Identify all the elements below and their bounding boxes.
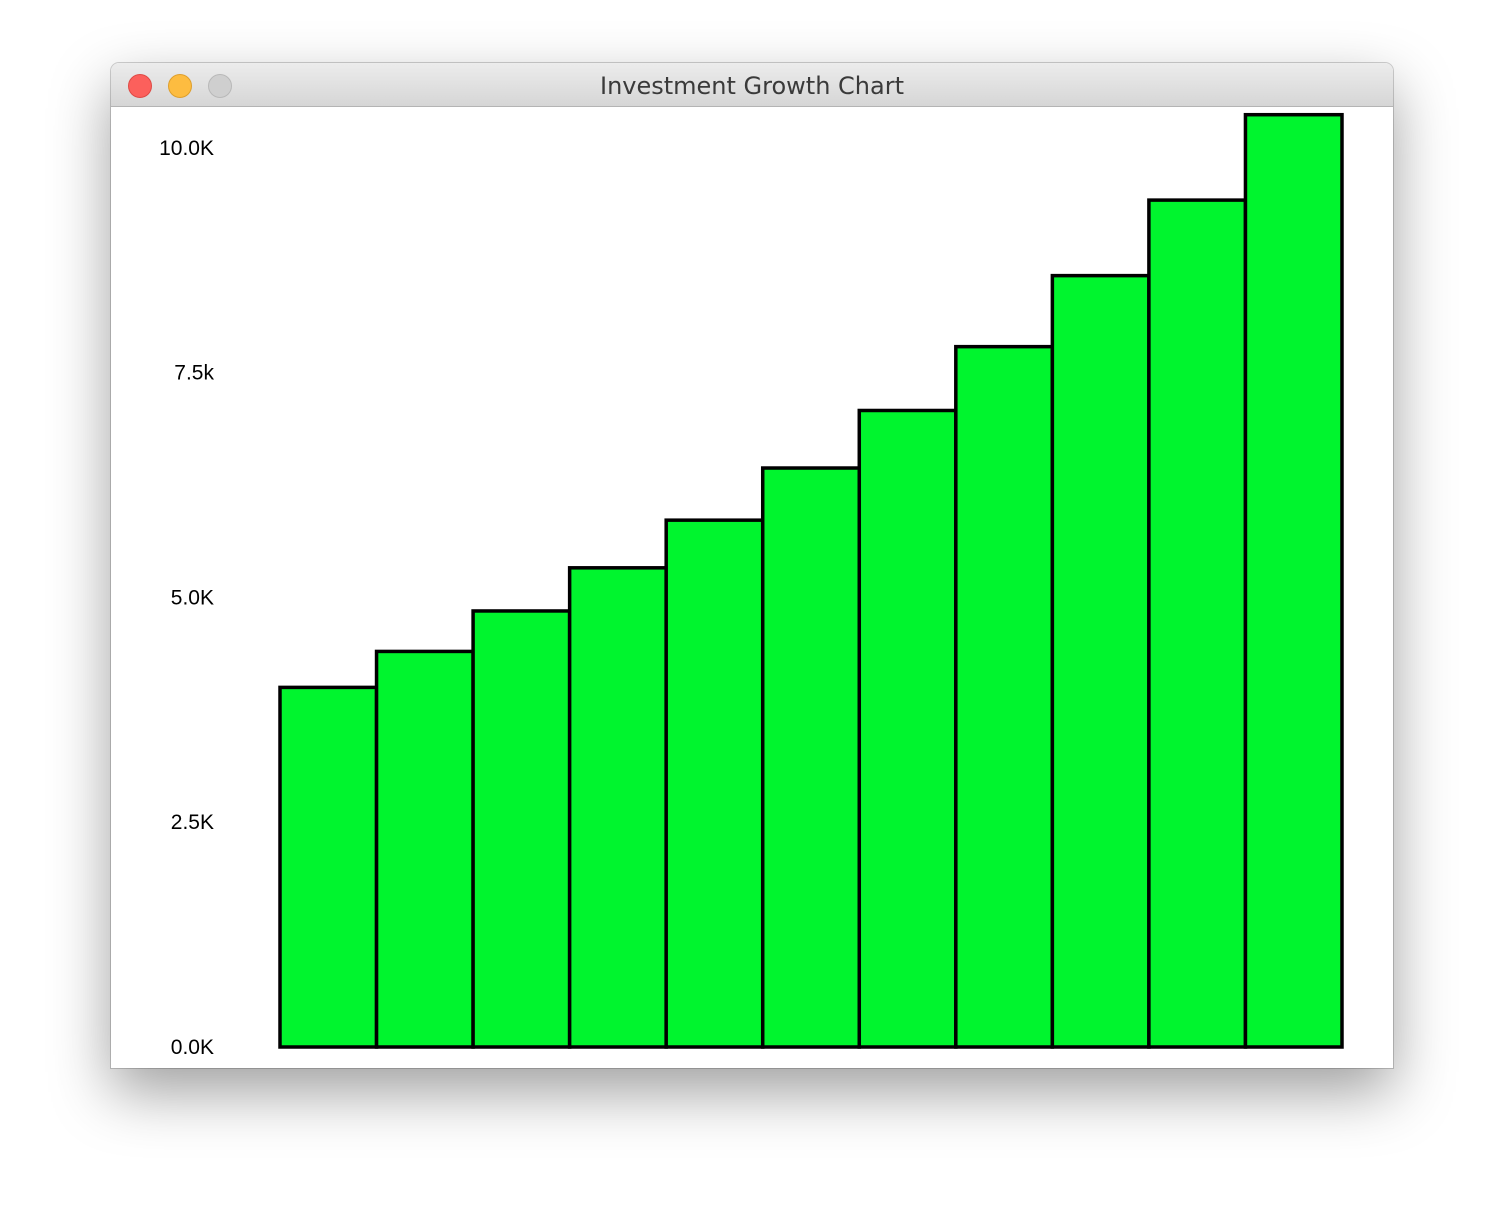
app-window: Investment Growth Chart 0.0K 2.5K 5.0K 7.5k… [111,63,1393,1068]
bar [1243,112,1344,1049]
title-bar[interactable]: Investment Growth Chart [111,63,1393,107]
bar [954,344,1055,1049]
bar [471,609,572,1049]
bar [664,518,765,1049]
bar [278,685,379,1049]
bar [374,649,475,1049]
bar [857,408,958,1049]
minimize-icon[interactable] [168,74,192,98]
y-tick-label: 7.5k [174,362,214,385]
bar [567,566,668,1049]
window-title: Investment Growth Chart [599,72,905,100]
bar [1147,198,1248,1049]
chart-area: 0.0K 2.5K 5.0K 7.5k 10.0K [111,107,1393,1068]
bar [760,466,862,1049]
close-icon[interactable] [128,74,152,98]
y-tick-label: 0.0K [171,1036,214,1059]
y-tick-label: 10.0K [159,137,214,160]
bar [1050,273,1151,1049]
bar-chart: 0.0K 2.5K 5.0K 7.5k 10.0K [159,112,1344,1059]
zoom-icon[interactable] [208,74,232,98]
y-tick-label: 5.0K [171,586,214,609]
y-tick-label: 2.5K [171,811,214,834]
